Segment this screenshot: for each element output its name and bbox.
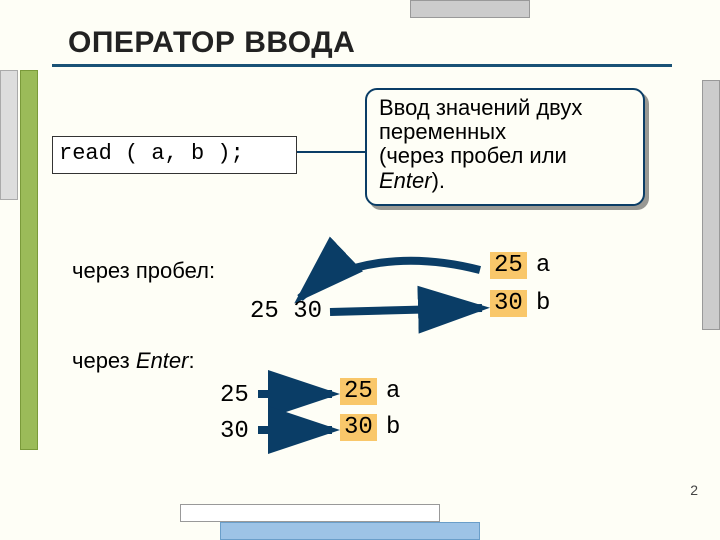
decor-left-olive [20, 70, 38, 450]
explain-text: Ввод значений двух переменных(через проб… [379, 95, 582, 193]
example2-label-a: a [386, 378, 400, 405]
example1-input: 25 30 [250, 298, 322, 325]
example1-label-b: b [536, 290, 550, 317]
decor-bottom-blue [220, 522, 480, 540]
example2-input-1: 25 [220, 382, 249, 409]
decor-bottom-white [180, 504, 440, 522]
page-number: 2 [690, 482, 698, 498]
example2-value-b: 30 [340, 414, 377, 441]
example1-value-b: 30 [490, 290, 527, 317]
section-space-label: через пробел: [72, 258, 215, 284]
example1-value-a: 25 [490, 252, 527, 279]
decor-top [410, 0, 530, 18]
example2-input-2: 30 [220, 418, 249, 445]
example1-label-a: a [536, 252, 550, 279]
code-example: read ( a, b ); [52, 136, 297, 174]
decor-right [702, 80, 720, 330]
example2-label-b: b [386, 414, 400, 441]
decor-left-gray [0, 70, 18, 200]
example2-value-a: 25 [340, 378, 377, 405]
section-enter-label: через Enter: [72, 348, 195, 374]
page-title: ОПЕРАТОР ВВОДА [68, 26, 355, 60]
title-underline [52, 64, 672, 67]
explain-callout: Ввод значений двух переменных(через проб… [365, 88, 645, 206]
